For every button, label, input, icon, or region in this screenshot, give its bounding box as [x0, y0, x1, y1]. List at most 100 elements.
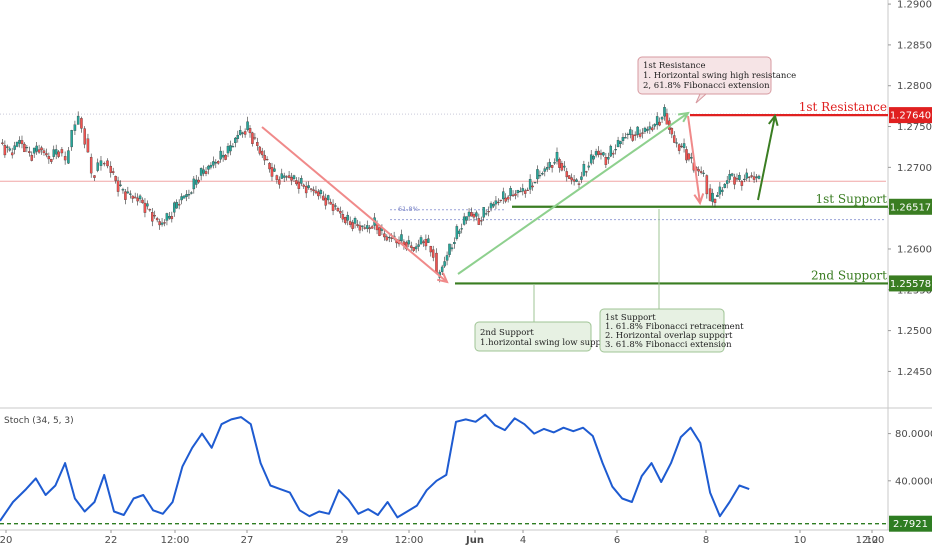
price-candle — [42, 148, 46, 156]
price-candle — [604, 152, 608, 168]
price-candle — [378, 227, 381, 237]
price-candle — [716, 191, 719, 197]
price-candle — [67, 147, 70, 164]
level-name: 1st Support — [815, 192, 887, 206]
price-candle — [624, 132, 627, 139]
time-tick-label: 22 — [105, 535, 118, 546]
price-candle — [497, 198, 500, 206]
price-candle — [10, 147, 14, 159]
price-candle — [204, 166, 208, 177]
price-candle — [614, 144, 617, 155]
price-candle — [8, 146, 12, 152]
price-candle — [558, 157, 561, 173]
price-candle — [297, 177, 301, 194]
time-tick-label: 12:00 — [161, 535, 190, 546]
time-tick-label: 12:00 — [856, 535, 885, 546]
price-candle — [528, 174, 532, 194]
price-tick-label: 1.28500 — [897, 40, 932, 51]
price-candle — [54, 144, 58, 160]
price-candle — [307, 181, 310, 190]
price-candle — [199, 167, 203, 181]
price-candle — [158, 218, 161, 230]
price-candle — [177, 199, 181, 210]
annotation-text: 1. 61.8% Fibonacci retracement — [605, 322, 744, 332]
price-candle — [597, 146, 600, 158]
price-candle — [32, 147, 36, 158]
price-candle — [207, 164, 210, 175]
price-candle — [407, 235, 411, 248]
price-candle — [129, 190, 132, 199]
price-candle — [757, 174, 761, 180]
price-candle — [555, 147, 559, 165]
price-candle — [76, 111, 80, 125]
price-candle — [487, 206, 490, 217]
price-candle — [143, 198, 147, 218]
price-candle — [290, 172, 293, 186]
price-candle — [718, 182, 722, 199]
price-candle — [214, 159, 218, 169]
price-candle — [462, 212, 466, 226]
price-candle — [658, 117, 661, 127]
price-candle — [28, 146, 31, 157]
price-candle — [304, 181, 308, 198]
annotation-text: 3. 61.8% Fibonacci extension — [605, 340, 732, 350]
arrow-up-swing — [457, 111, 690, 275]
price-candle — [629, 126, 632, 139]
price-candle — [582, 160, 586, 177]
price-candle — [427, 234, 430, 244]
price-candle — [192, 176, 196, 194]
price-candle — [131, 195, 134, 203]
price-candle — [116, 176, 120, 197]
price-candle — [685, 146, 688, 164]
annotation-box — [599, 308, 725, 353]
price-candle — [99, 155, 103, 171]
price-candle — [519, 187, 522, 193]
price-candle — [119, 180, 122, 187]
price-series — [1, 104, 761, 283]
price-candle — [353, 216, 357, 229]
price-candle — [370, 224, 374, 229]
price-candle — [489, 201, 493, 212]
price-candle — [6, 144, 9, 153]
level-name: 2nd Support — [811, 268, 887, 282]
price-candle — [256, 137, 259, 151]
price-candle — [302, 183, 305, 189]
price-candle — [636, 126, 639, 138]
price-candle — [455, 224, 459, 241]
price-candle — [472, 212, 476, 222]
stoch-line — [0, 413, 750, 522]
price-candle — [133, 192, 137, 199]
price-candle — [346, 211, 349, 226]
price-candle — [660, 116, 664, 124]
time-tick-label: 6 — [614, 535, 620, 546]
price-candle — [575, 178, 578, 183]
time-tick-label: 10 — [794, 535, 807, 546]
price-candle — [723, 182, 727, 189]
price-candle — [445, 251, 449, 266]
price-tick-label: 1.28000 — [897, 81, 932, 92]
price-candle — [153, 210, 156, 219]
price-candle — [548, 158, 551, 170]
price-candle — [180, 193, 183, 205]
price-candle — [258, 145, 262, 156]
price-candle — [646, 126, 649, 134]
price-candle — [300, 175, 303, 187]
price-candle — [248, 125, 252, 138]
price-tick-label: 1.26000 — [897, 244, 932, 255]
price-candle — [18, 136, 21, 148]
price-candle — [195, 175, 198, 188]
price-candle — [611, 150, 615, 159]
price-candle — [275, 174, 279, 184]
price-candle — [25, 144, 29, 153]
price-candle — [492, 201, 495, 209]
price-candle — [633, 131, 637, 141]
price-candle — [70, 129, 73, 151]
price-candle — [52, 145, 55, 160]
price-candle — [175, 199, 178, 209]
price-candle — [607, 152, 610, 164]
price-candle — [677, 143, 681, 155]
price-candle — [89, 153, 93, 178]
price-candle — [136, 193, 139, 206]
